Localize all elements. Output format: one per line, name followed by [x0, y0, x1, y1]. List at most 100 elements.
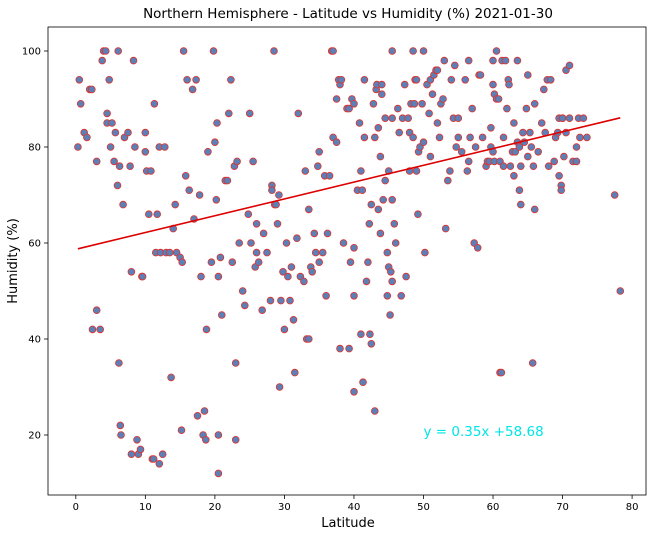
- scatter-point: [247, 239, 255, 247]
- scatter-point: [355, 119, 364, 127]
- scatter-point: [360, 133, 369, 142]
- scatter-point: [435, 133, 444, 142]
- scatter-point: [381, 176, 390, 185]
- scatter-point: [287, 263, 296, 271]
- scatter-point: [231, 359, 240, 367]
- scatter-point: [506, 162, 515, 171]
- scatter-point: [565, 114, 574, 122]
- scatter-point: [362, 277, 371, 286]
- scatter-point: [329, 47, 337, 55]
- scatter-point: [404, 114, 413, 122]
- x-tick-label: 40: [348, 502, 361, 513]
- scatter-point: [98, 56, 106, 65]
- scatter-point: [516, 162, 525, 171]
- scatter-point: [390, 220, 399, 228]
- scatter-point: [357, 167, 365, 175]
- regression-line: [77, 117, 621, 250]
- scatter-point: [108, 119, 116, 127]
- x-tick-label: 10: [139, 502, 152, 513]
- scatter-point: [114, 47, 122, 55]
- scatter-point: [412, 76, 421, 84]
- scatter-point: [223, 176, 232, 185]
- scatter-point: [127, 450, 136, 459]
- scatter-point: [167, 373, 175, 382]
- scatter-point: [211, 138, 219, 147]
- scatter-point: [116, 421, 125, 430]
- scatter-point: [410, 100, 419, 108]
- scatter-point: [277, 296, 285, 305]
- scatter-point: [350, 291, 358, 300]
- scatter-point: [138, 272, 147, 281]
- scatter-point: [522, 104, 531, 113]
- scatter-point: [280, 325, 289, 334]
- scatter-point: [463, 167, 472, 175]
- scatter-point: [510, 172, 518, 180]
- scatter-point: [185, 186, 194, 195]
- scatter-point: [350, 100, 358, 108]
- scatter-point: [523, 71, 532, 79]
- scatter-point: [315, 258, 324, 267]
- scatter-point: [376, 152, 385, 161]
- scatter-point: [252, 248, 261, 257]
- scatter-point: [231, 435, 240, 444]
- scatter-point: [489, 80, 497, 89]
- scatter-point: [88, 85, 96, 94]
- scatter-point: [337, 76, 346, 84]
- scatter-point: [197, 272, 205, 281]
- scatter-point: [359, 378, 367, 387]
- scatter-point: [560, 152, 568, 161]
- scatter-point: [115, 162, 124, 171]
- scatter-point: [300, 277, 308, 286]
- scatter-point: [350, 387, 358, 396]
- scatter-point: [402, 272, 410, 281]
- y-tick-label: 80: [28, 143, 41, 154]
- scatter-point: [393, 104, 402, 113]
- scatter-point: [228, 258, 237, 267]
- scatter-point: [370, 133, 379, 142]
- scatter-point: [377, 90, 386, 98]
- scatter-point: [386, 267, 395, 276]
- scatter-point: [244, 210, 253, 219]
- scatter-point: [171, 200, 180, 209]
- y-tick-label: 60: [28, 239, 41, 250]
- x-tick-label: 80: [626, 502, 639, 513]
- scatter-point: [565, 61, 574, 70]
- scatter-point: [178, 258, 187, 267]
- scatter-point: [325, 172, 334, 180]
- scatter-point: [526, 128, 534, 137]
- scatter-point: [365, 220, 374, 228]
- scatter-point: [147, 167, 155, 175]
- scatter-point: [83, 133, 91, 142]
- scatter-point: [557, 186, 565, 195]
- scatter-point: [252, 220, 261, 228]
- scatter-point: [426, 152, 435, 161]
- x-tick-label: 60: [487, 502, 500, 513]
- scatter-point: [503, 104, 511, 113]
- scatter-point: [425, 109, 433, 118]
- scatter-point: [576, 133, 584, 142]
- scatter-point: [400, 80, 409, 89]
- scatter-point: [409, 47, 417, 55]
- scatter-point: [471, 143, 480, 151]
- scatter-point: [110, 157, 118, 166]
- y-tick-label: 20: [28, 431, 41, 442]
- scatter-point: [539, 85, 548, 94]
- scatter-point: [153, 210, 162, 219]
- scatter-point: [322, 291, 330, 300]
- scatter-point: [513, 56, 522, 65]
- scatter-point: [529, 162, 538, 171]
- scatter-point: [357, 330, 365, 339]
- scatter-point: [293, 234, 301, 243]
- scatter-point: [487, 124, 495, 132]
- scatter-point: [88, 325, 97, 334]
- scatter-point: [115, 359, 123, 367]
- scatter-point: [367, 339, 376, 348]
- scatter-point: [294, 109, 303, 118]
- scatter-point: [492, 47, 501, 55]
- scatter-point: [511, 148, 520, 156]
- scatter-point: [286, 296, 294, 305]
- scatter-point: [311, 248, 320, 257]
- scatter-point: [345, 344, 353, 353]
- scatter-point: [192, 76, 200, 84]
- scatter-point: [304, 205, 313, 214]
